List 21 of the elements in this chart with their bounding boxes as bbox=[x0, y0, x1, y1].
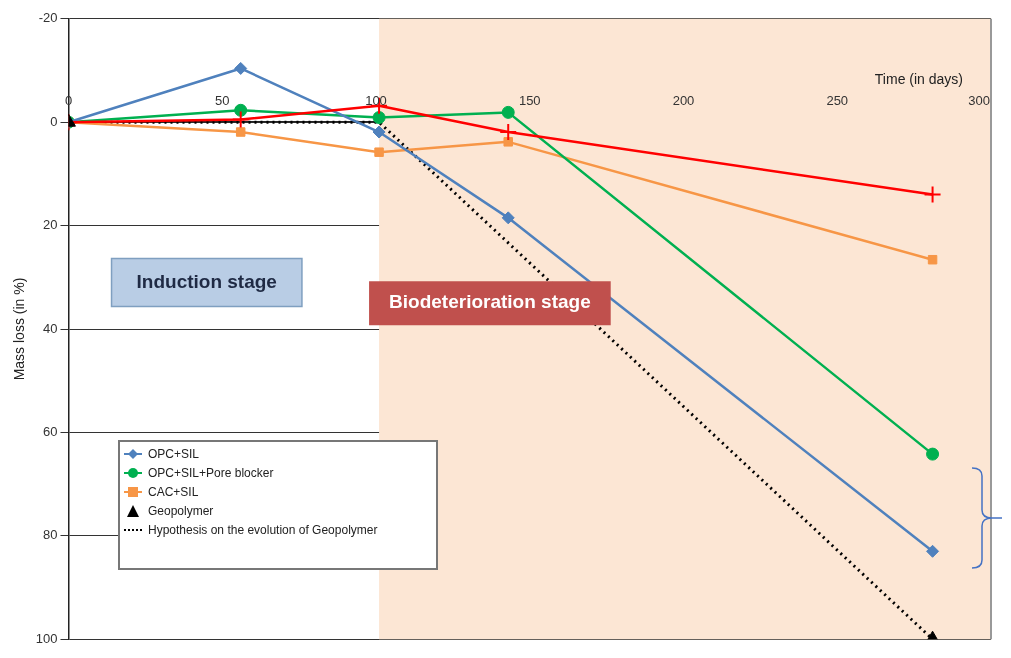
y-tick-label: 80 bbox=[43, 527, 58, 543]
legend-label: Hypothesis on the evolution of Geopolymer bbox=[148, 522, 378, 537]
y-axis-title: Mass loss (in %) bbox=[11, 277, 28, 381]
y-tick-label: 60 bbox=[43, 423, 58, 439]
x-tick-label: 200 bbox=[672, 93, 695, 109]
y-tick-label: -20 bbox=[38, 10, 58, 26]
legend-label: OPC+SIL bbox=[148, 446, 200, 461]
y-tick-label: 40 bbox=[43, 320, 58, 336]
x-tick-label: 150 bbox=[518, 93, 541, 109]
y-tick-label: 0 bbox=[50, 113, 58, 129]
annotation: Induction stage bbox=[136, 270, 277, 292]
legend-label: OPC+SIL+Pore blocker bbox=[148, 465, 274, 480]
band-label: Biodeterioration stage bbox=[389, 291, 591, 313]
legend-label: Geopolymer bbox=[148, 503, 214, 518]
x-tick-label: 50 bbox=[215, 93, 230, 109]
y-tick-label: 100 bbox=[35, 630, 58, 646]
legend-label: CAC+SIL bbox=[148, 484, 199, 499]
y-tick-label: 20 bbox=[43, 217, 58, 233]
x-axis-title: Time (in days) bbox=[874, 71, 963, 88]
x-tick-label: 300 bbox=[968, 93, 991, 109]
x-tick-label: 250 bbox=[826, 93, 849, 109]
